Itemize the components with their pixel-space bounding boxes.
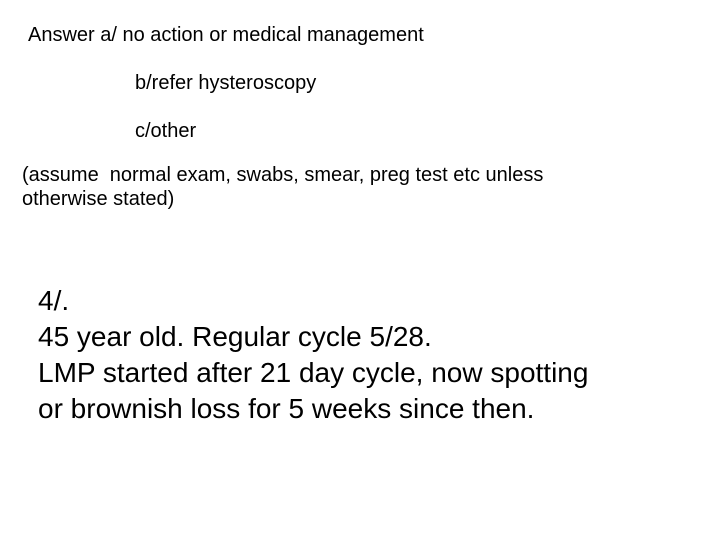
assumption-note-line1: (assume normal exam, swabs, smear, preg … bbox=[22, 164, 543, 187]
answer-header-line: Answer a/ no action or medical managemen… bbox=[28, 24, 424, 47]
slide: Answer a/ no action or medical managemen… bbox=[0, 0, 720, 540]
question-line-2: LMP started after 21 day cycle, now spot… bbox=[38, 356, 588, 390]
question-number: 4/. bbox=[38, 284, 69, 318]
answer-option-c: c/other bbox=[135, 120, 196, 143]
answer-option-b: b/refer hysteroscopy bbox=[135, 72, 316, 95]
question-line-1: 45 year old. Regular cycle 5/28. bbox=[38, 320, 432, 354]
assumption-note-line2: otherwise stated) bbox=[22, 188, 174, 211]
question-line-3: or brownish loss for 5 weeks since then. bbox=[38, 392, 534, 426]
